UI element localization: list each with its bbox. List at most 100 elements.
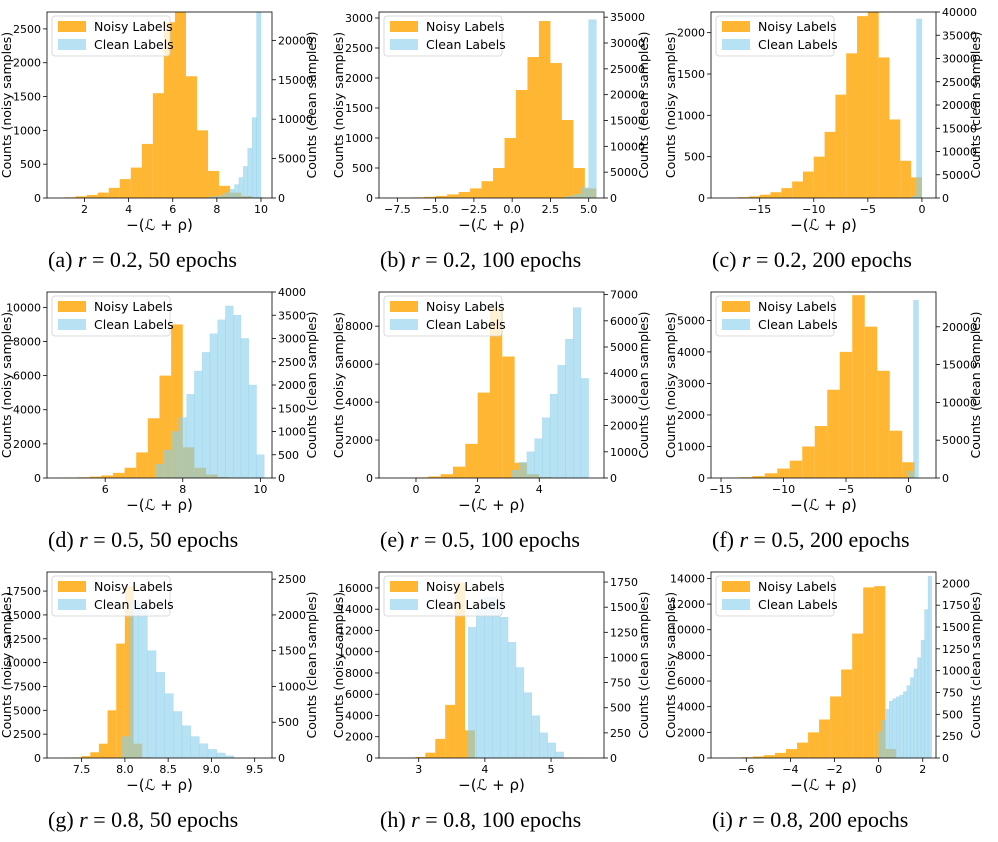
y-left-tick-label: 2500 bbox=[13, 23, 41, 36]
clean-bar bbox=[899, 694, 904, 758]
legend: Noisy Labels Clean Labels bbox=[383, 295, 506, 337]
caption-label: (c) bbox=[712, 247, 742, 272]
y-left-tick-label: 2000 bbox=[345, 434, 373, 447]
legend: Noisy Labels Clean Labels bbox=[715, 575, 838, 617]
clean-bar bbox=[234, 184, 240, 198]
y-right-tick-label: 5000 bbox=[278, 153, 306, 166]
noisy-bar bbox=[124, 586, 134, 758]
y-right-tick-label: 1500 bbox=[278, 645, 306, 658]
y-left-tick-label: 17500 bbox=[6, 585, 41, 598]
x-tick-label: 10 bbox=[254, 203, 268, 216]
x-tick-label: 8 bbox=[213, 203, 220, 216]
y-left-tick-label: 2000 bbox=[13, 57, 41, 70]
clean-bar bbox=[181, 725, 191, 758]
noisy-bar bbox=[527, 57, 539, 198]
caption-variable: r bbox=[411, 247, 420, 272]
noisy-bar bbox=[147, 418, 160, 478]
bars-c bbox=[727, 12, 923, 198]
y-left-axis-label: Counts (noisy samples) bbox=[0, 312, 14, 458]
y-right-tick-label: 1250 bbox=[942, 643, 970, 656]
y-right-tick-label: 4000 bbox=[278, 286, 306, 299]
y-left-axis-label: Counts (noisy samples) bbox=[0, 592, 14, 738]
axes-frame bbox=[710, 571, 937, 759]
y-right-tick-label: 2000 bbox=[278, 609, 306, 622]
y-left-tick-label: 2000 bbox=[677, 27, 705, 40]
caption-variable: r bbox=[738, 807, 747, 832]
clean-bar bbox=[240, 338, 249, 478]
legend: Noisy Labels Clean Labels bbox=[51, 575, 174, 617]
x-axis-label: −(ℒ + ρ) bbox=[458, 776, 525, 794]
y-left-tick-label: 0 bbox=[34, 472, 41, 485]
y-right-tick-label: 0 bbox=[610, 752, 617, 765]
y-right-tick-label: 40000 bbox=[942, 6, 977, 19]
caption-label: (g) bbox=[48, 807, 80, 832]
x-axis-label: −(ℒ + ρ) bbox=[790, 776, 857, 794]
caption-setting: = 0.8, 100 epochs bbox=[419, 807, 582, 832]
noisy-bar bbox=[108, 187, 120, 198]
y-right-axis-label: Counts (clean samples) bbox=[968, 592, 983, 739]
x-tick-label: −6 bbox=[738, 763, 754, 776]
clean-bar bbox=[573, 194, 582, 198]
noisy-bar bbox=[219, 185, 231, 198]
legend: Noisy Labels Clean Labels bbox=[715, 15, 838, 57]
y-left-tick-label: 6000 bbox=[13, 370, 41, 383]
noisy-bar bbox=[424, 196, 436, 198]
clean-bar bbox=[216, 752, 226, 758]
legend-swatch-clean bbox=[58, 599, 86, 610]
y-right-tick-label: 2500 bbox=[278, 573, 306, 586]
axes-frame bbox=[378, 291, 605, 479]
clean-bar bbox=[526, 451, 535, 478]
noisy-bar bbox=[752, 476, 765, 478]
clean-bar bbox=[248, 384, 257, 478]
clean-bar bbox=[163, 449, 172, 478]
noisy-bar bbox=[452, 466, 466, 478]
clean-bar bbox=[515, 667, 525, 758]
clean-bar bbox=[199, 743, 209, 758]
clean-bar bbox=[906, 685, 911, 758]
x-tick-label: 0 bbox=[875, 763, 882, 776]
caption-d: (d) r = 0.5, 50 epochs bbox=[48, 527, 238, 553]
noisy-bar bbox=[455, 582, 466, 758]
x-tick-label: −5.0 bbox=[422, 203, 449, 216]
clean-bar bbox=[217, 319, 226, 478]
y-right-tick-label: 10000 bbox=[278, 113, 313, 126]
clean-bar bbox=[903, 691, 908, 758]
y-left-tick-label: 500 bbox=[352, 162, 373, 175]
noisy-bar bbox=[814, 425, 828, 478]
noisy-bar bbox=[447, 194, 459, 198]
x-tick-label: 0 bbox=[918, 203, 925, 216]
y-left-tick-label: 0 bbox=[34, 752, 41, 765]
y-right-tick-label: 1500 bbox=[610, 601, 638, 614]
noisy-bar bbox=[515, 90, 528, 198]
legend-label-clean: Clean Labels bbox=[758, 37, 838, 52]
clean-bar bbox=[917, 657, 922, 758]
y-right-tick-label: 1500 bbox=[278, 402, 306, 415]
chart-panel-b: −7.5 −5.0 −2.5 0.0 2.5 5.0 0 500 1000 1500 2000 250… bbox=[331, 11, 651, 234]
noisy-bar bbox=[504, 138, 516, 198]
caption-e: (e) r = 0.5, 100 epochs bbox=[380, 527, 580, 553]
y-right-tick-label: 1500 bbox=[942, 621, 970, 634]
chart-panel-d: 6 8 10 0 2000 4000 6000 8000 10000 0 500 1000 1500 20… bbox=[0, 286, 319, 514]
clean-bar bbox=[878, 731, 883, 758]
y-left-tick-label: 0 bbox=[34, 192, 41, 205]
legend-label-clean: Clean Labels bbox=[94, 317, 174, 332]
y-right-tick-label: 35000 bbox=[942, 29, 977, 42]
y-left-tick-label: 10000 bbox=[670, 624, 705, 637]
legend-label-noisy: Noisy Labels bbox=[426, 299, 505, 314]
legend: Noisy Labels Clean Labels bbox=[383, 15, 506, 57]
y-left-tick-label: 0 bbox=[698, 472, 705, 485]
x-axis-label: −(ℒ + ρ) bbox=[790, 496, 857, 514]
clean-bar bbox=[186, 394, 195, 478]
y-right-tick-label: 500 bbox=[610, 702, 631, 715]
noisy-bar bbox=[759, 194, 771, 198]
y-right-tick-label: 15000 bbox=[942, 359, 977, 372]
y-right-tick-label: 1750 bbox=[610, 576, 638, 589]
legend-label-noisy: Noisy Labels bbox=[758, 19, 837, 34]
y-right-axis-label: Counts (clean samples) bbox=[968, 312, 983, 459]
clean-bar bbox=[173, 711, 183, 758]
y-right-tick-label: 1000 bbox=[942, 665, 970, 678]
clean-bar bbox=[256, 12, 262, 198]
noisy-bar bbox=[802, 171, 814, 198]
noisy-bar bbox=[97, 192, 109, 198]
noisy-bar bbox=[857, 16, 868, 198]
